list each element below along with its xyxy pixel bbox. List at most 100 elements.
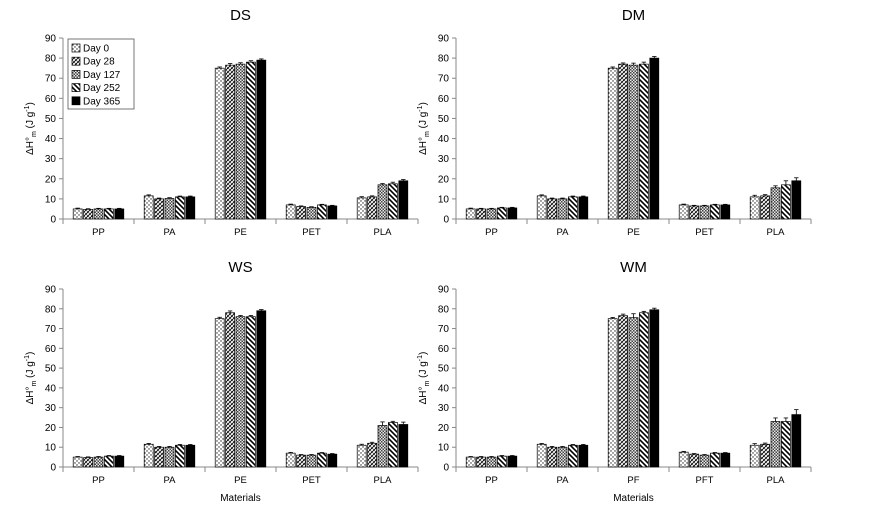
bar	[781, 184, 791, 220]
y-tick-label: 20	[438, 174, 450, 185]
x-tick-label: PP	[485, 227, 498, 238]
x-tick-label: PLA	[374, 475, 393, 486]
bar	[791, 180, 802, 220]
bar	[93, 456, 104, 468]
bar	[618, 315, 628, 468]
bar	[356, 444, 367, 468]
y-tick-label: 60	[438, 94, 450, 105]
bar	[507, 455, 518, 468]
x-tick-label: PLA	[374, 227, 393, 238]
y-tick-label: 80	[438, 54, 450, 65]
bar	[465, 208, 476, 220]
y-tick-label: 80	[438, 304, 450, 315]
x-tick-label: PA	[557, 475, 570, 486]
y-tick-label: 20	[45, 423, 57, 434]
legend-entry: Day 28	[83, 57, 115, 68]
bar	[185, 444, 196, 468]
y-tick-label: 80	[45, 54, 57, 65]
bar	[618, 63, 628, 220]
bar	[388, 183, 398, 220]
bar	[367, 196, 377, 220]
y-tick-label: 50	[45, 364, 57, 375]
y-tick-label: 20	[438, 423, 450, 434]
bar	[83, 208, 93, 220]
bar	[476, 456, 486, 468]
bar	[639, 63, 649, 220]
bar	[235, 316, 246, 468]
bar	[607, 67, 618, 220]
x-tick-label: PET	[302, 475, 321, 486]
y-tick-label: 50	[438, 114, 450, 125]
bar	[760, 443, 770, 468]
bar	[720, 452, 731, 468]
y-tick-label: 60	[438, 344, 450, 355]
y-tick-label: 40	[438, 134, 450, 145]
bar	[327, 205, 338, 220]
y-axis-label: ΔH°m (J g-1)	[417, 352, 431, 405]
x-tick-label: PP	[92, 475, 105, 486]
chart-title: DM	[622, 7, 645, 24]
y-tick-label: 10	[45, 443, 57, 454]
y-axis-label: ΔH°m (J g-1)	[24, 102, 38, 155]
x-axis-label: Materials	[220, 493, 261, 504]
y-tick-label: 60	[45, 344, 57, 355]
legend-entry: Day 252	[83, 83, 121, 94]
bar	[175, 444, 185, 468]
bar	[114, 455, 125, 468]
bar	[83, 457, 93, 468]
bar	[710, 452, 720, 468]
y-tick-label: 20	[45, 174, 57, 185]
x-tick-label: PFT	[696, 475, 714, 486]
y-tick-label: 90	[438, 34, 450, 45]
legend-entry: Day 365	[83, 96, 121, 107]
x-tick-label: PLA	[767, 227, 786, 238]
bar	[317, 204, 327, 220]
y-tick-label: 70	[438, 74, 450, 85]
bar	[93, 208, 104, 220]
bar	[710, 204, 720, 220]
bar	[154, 446, 164, 468]
bar	[296, 206, 306, 220]
bar	[296, 454, 306, 468]
y-tick-label: 30	[438, 403, 450, 414]
y-tick-label: 0	[50, 215, 56, 226]
bar	[164, 446, 175, 468]
bar	[791, 414, 802, 468]
bar	[285, 452, 296, 468]
x-tick-label: PE	[234, 227, 247, 238]
bar	[578, 196, 589, 220]
x-tick-label: PP	[485, 475, 498, 486]
bar	[476, 208, 486, 220]
panel-wm: WM 0 10 20 30 40 50 60 70 80 90 PP PA PF PFT PLA ΔH°m (J…	[417, 259, 812, 504]
y-tick-label: 30	[438, 154, 450, 165]
bar	[246, 61, 256, 220]
bar	[327, 453, 338, 468]
bar	[649, 57, 660, 220]
y-tick-label: 90	[45, 34, 57, 45]
bar	[104, 455, 114, 468]
x-tick-label: PE	[627, 227, 640, 238]
bar	[639, 312, 649, 468]
x-tick-label: PF	[627, 475, 639, 486]
x-tick-label: PLA	[767, 475, 786, 486]
y-axis-label: ΔH°m (J g-1)	[24, 352, 38, 405]
bar	[547, 446, 557, 468]
panel-ds: DS 0 10 20 30 40 50 60 70 80 90 PP PA PE PET PLA ΔH°m (J…	[24, 7, 419, 238]
bar	[154, 198, 164, 220]
bar	[536, 443, 547, 468]
bar	[175, 196, 185, 220]
x-axis-label: Materials	[613, 493, 654, 504]
bar	[749, 196, 760, 220]
bar	[143, 195, 154, 220]
y-tick-label: 60	[45, 94, 57, 105]
x-tick-label: PET	[695, 227, 714, 238]
y-tick-label: 10	[438, 194, 450, 205]
bar	[770, 187, 781, 220]
y-tick-label: 30	[45, 403, 57, 414]
bar	[749, 444, 760, 468]
bar	[628, 64, 639, 220]
bar	[285, 204, 296, 220]
bar	[398, 180, 409, 220]
bar	[72, 208, 83, 220]
